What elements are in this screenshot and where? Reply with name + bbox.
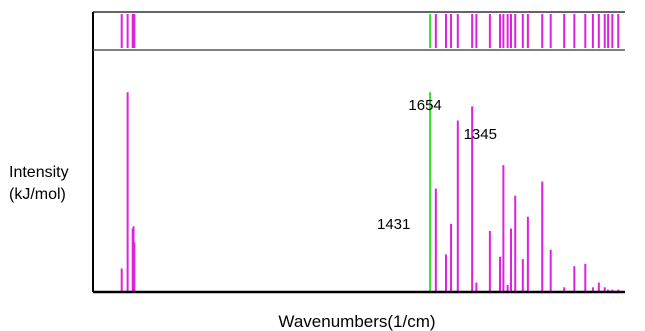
x-axis-label: Wavenumbers(1/cm): [278, 312, 435, 331]
y-axis-label-line1: Intensity: [9, 164, 69, 181]
peak-label-1654: 1654: [408, 97, 441, 114]
intensity-bars: [120, 92, 620, 292]
peak-label-1345: 1345: [464, 126, 497, 143]
peak-label-1431: 1431: [377, 216, 410, 233]
peak-annotations: 1654 1345 1431: [377, 97, 497, 233]
y-axis-label-line2: (kJ/mol): [9, 186, 66, 203]
frequency-tick-strip: [120, 14, 620, 48]
